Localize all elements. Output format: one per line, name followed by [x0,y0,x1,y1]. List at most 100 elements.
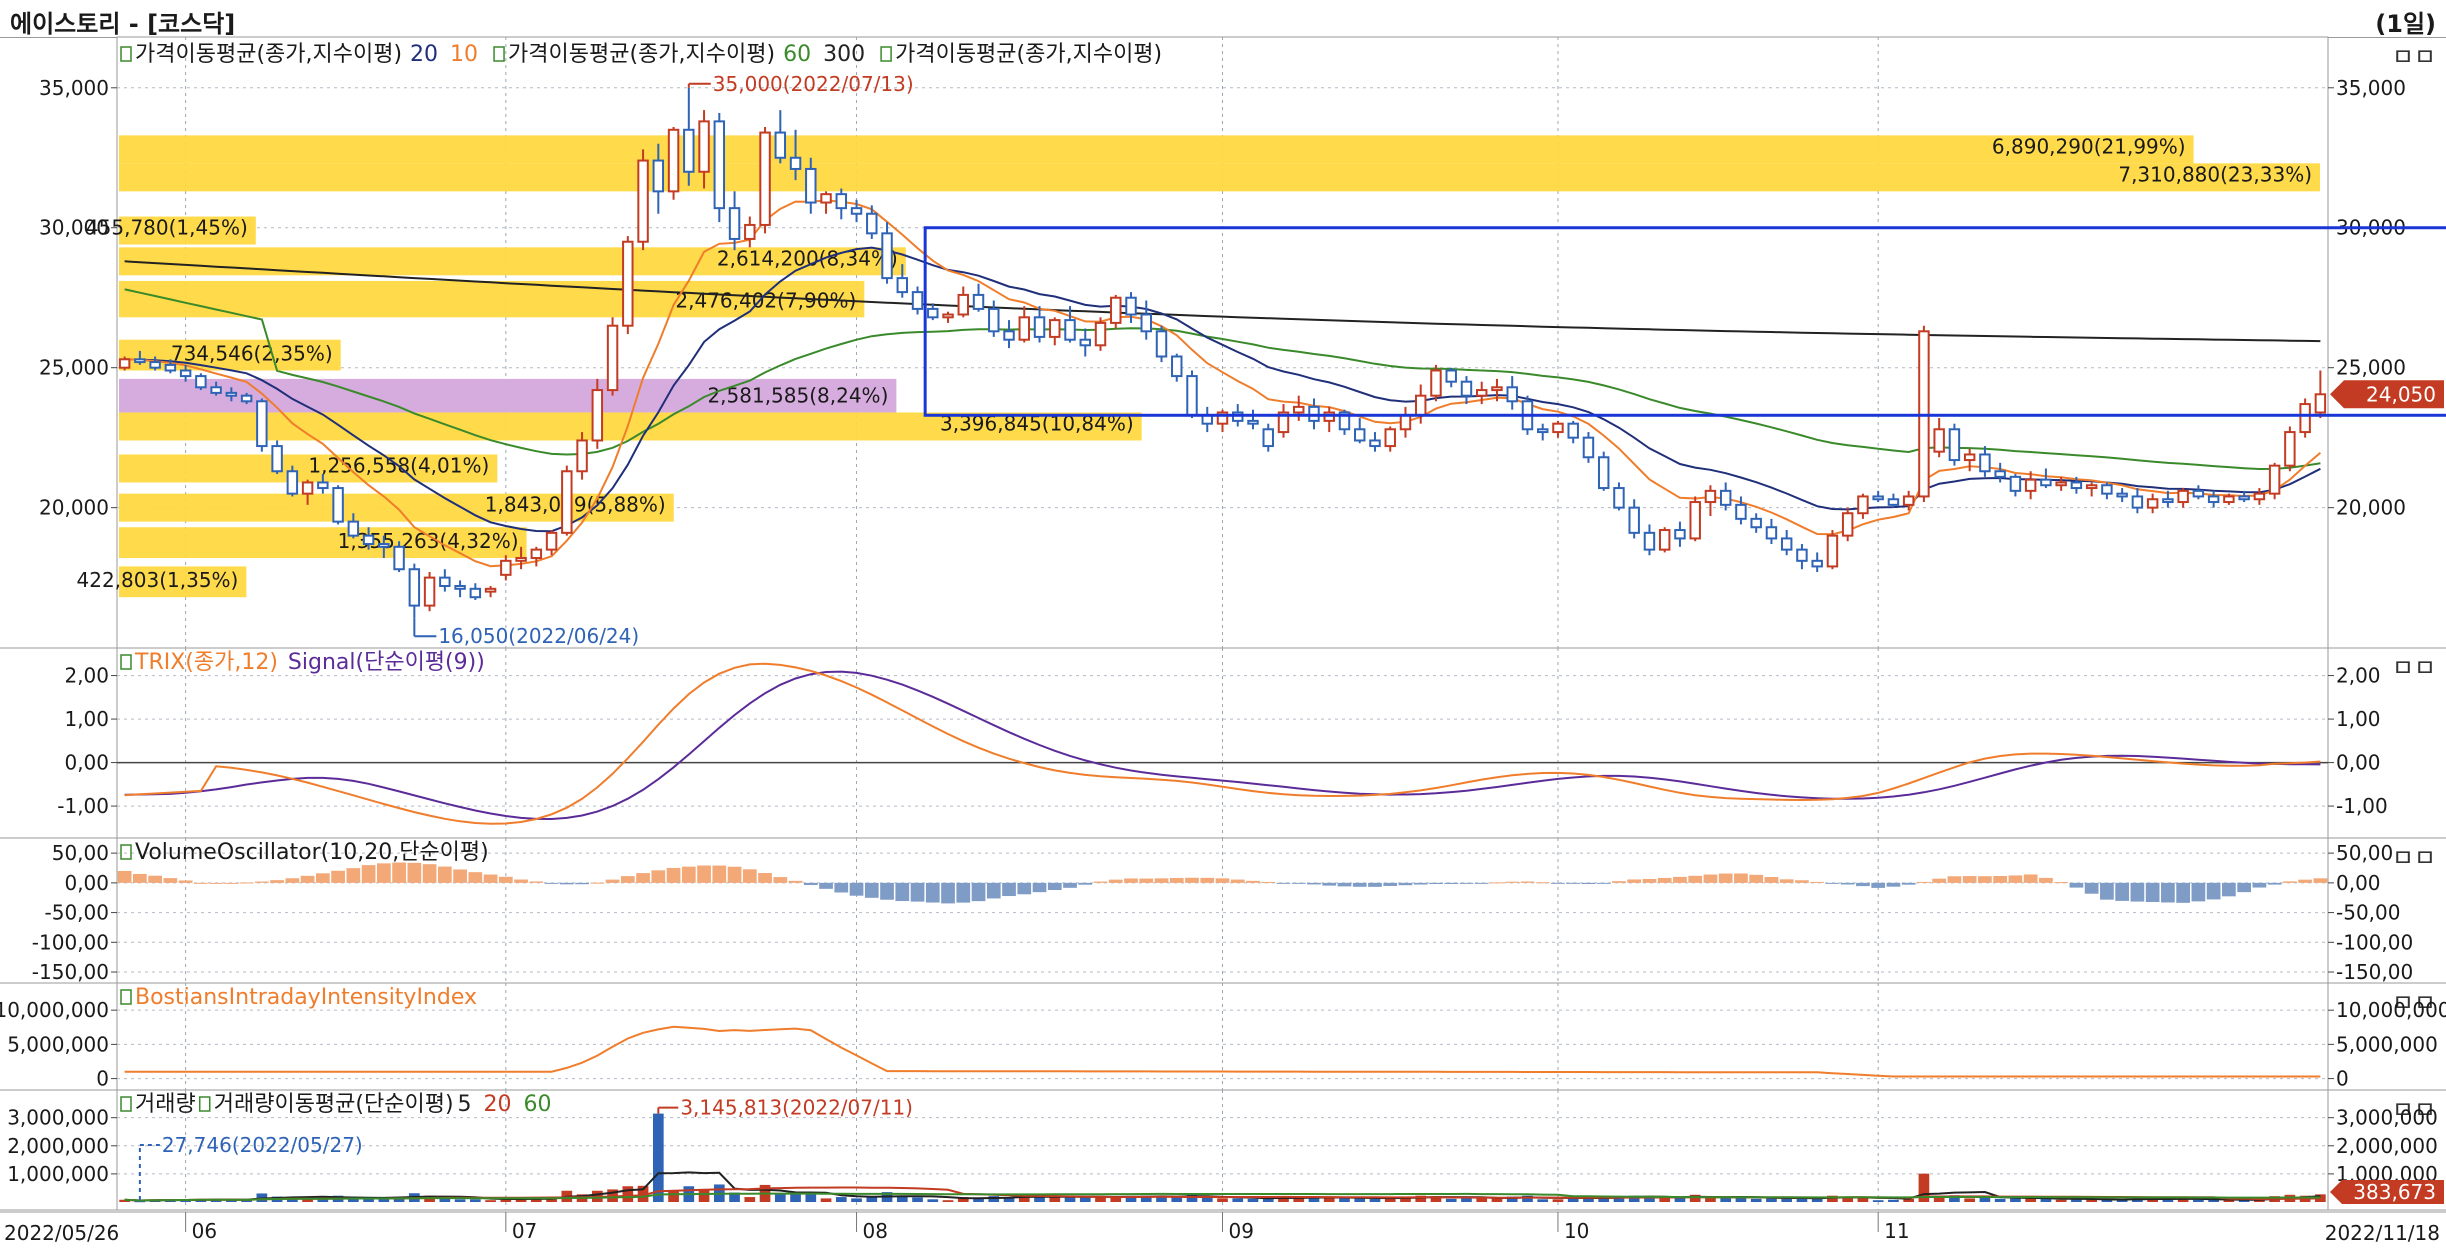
volume-bar [774,1193,786,1202]
volume-bar [1003,1197,1015,1202]
candle-body [1064,319,1076,341]
vo-bar [834,882,849,893]
vo-bar [1642,878,1657,883]
volume-bar [210,1199,222,1202]
vo-bar [1703,874,1718,883]
volume-bar [1110,1196,1122,1202]
vo-bar [1490,882,1504,884]
candle-body [2131,495,2144,509]
panel-controls-icon[interactable]: ㅁㅁ [2392,1096,2436,1124]
vo-bar [1154,878,1169,883]
trix-legend-label: Signal(단순이평(9)) [288,650,485,675]
panel-controls-icon[interactable]: ㅁㅁ [2392,989,2436,1017]
vo-bar [2283,881,2297,883]
candle [1460,376,1473,405]
candle-body [774,131,787,159]
candle [484,586,497,598]
candle-body [1643,531,1656,551]
candle-body [1415,394,1427,417]
volume-bar [485,1200,496,1202]
volume-bar [2040,1198,2052,1202]
candle-body [2101,484,2113,495]
period-label[interactable]: (1일) [2375,10,2436,38]
candle-body [2299,403,2311,434]
x-end-date: 2022/11/18 [2325,1221,2440,1245]
vo-bar [346,868,361,883]
biii-y-tick-label: 0 [2336,1067,2349,1091]
volume-bar [363,1198,374,1202]
candle [317,474,329,494]
candle-body [866,212,878,235]
candle-body [2116,492,2128,498]
candle-body [1186,375,1198,417]
volume-bar [1949,1195,1960,1202]
candle [118,356,131,371]
volume-bar [1445,1198,1457,1202]
candle-body [179,369,192,378]
vo-bar [514,879,528,883]
candle-body [1460,380,1473,397]
candle [1536,423,1549,441]
candle-body [1719,489,1732,506]
volume-profile-bar [119,566,247,598]
candle [1948,423,1961,466]
candle-body [576,439,588,473]
volume-bar [942,1200,954,1202]
candle-body [2238,495,2250,501]
volume-legend-label: 거래량이동평균(단순이평) [214,1092,454,1117]
candle-body [225,391,238,397]
candle [1384,426,1396,452]
candle-body [1567,422,1579,439]
panel-controls-icon[interactable]: ㅁㅁ [2392,43,2436,71]
volume-legend-label: 20 [484,1092,512,1117]
volume-bar [546,1197,557,1202]
volume-bar [1049,1197,1061,1202]
biii-y-tick-label: 10,000,000 [2336,998,2446,1022]
candle [1643,524,1656,556]
x-start-date: 2022/05/26 [4,1221,119,1245]
month-label: 08 [863,1219,888,1243]
volume-bar [119,1199,130,1202]
price-legend-param: 300 [823,42,865,67]
volume-profile-label: 422,803(1,35%) [77,568,239,592]
candle-body [484,587,497,593]
candle [2314,370,2327,419]
vo-bar [575,882,589,885]
vo-bar [1734,873,1748,883]
volume-bar [1461,1197,1472,1202]
biii-y-tick-label: 10,000,000 [0,998,109,1022]
candle [1689,496,1701,542]
volume-bar [729,1192,740,1202]
window-title: 에이스토리 - [코스닥] [10,10,236,38]
vo-bar [788,880,803,883]
candle-body [972,293,985,310]
candle-body [454,585,466,590]
vo-bar [453,869,467,883]
volume-profile-label: 455,780(1,45%) [86,216,248,240]
candle-body [957,293,970,316]
candle [1704,485,1717,517]
vo-bar [148,875,162,883]
vo-bar [1688,875,1703,883]
candle [1933,418,1945,458]
vo-bar [209,882,223,884]
candle [1780,530,1793,556]
panel-controls-icon[interactable]: ㅁㅁ [2392,844,2436,872]
volume-bar [1125,1197,1137,1202]
vo-bar [1856,882,1870,887]
candle [195,373,207,391]
panel-controls-icon[interactable]: ㅁㅁ [2392,654,2436,682]
candle-body [1887,498,1900,506]
candle [1491,378,1503,402]
price-low-annotation: 16,050(2022/06/24) [438,624,639,648]
candle [2009,474,2022,497]
last-price-label: 24,050 [2366,382,2436,406]
candle-body [1765,526,1778,540]
volume-bar [820,1198,832,1202]
candle [2253,488,2266,505]
candle [744,216,756,248]
vo-bar [1002,882,1016,897]
trix-y-tick-label: 1,00 [64,707,109,731]
candle-body [1399,414,1412,431]
